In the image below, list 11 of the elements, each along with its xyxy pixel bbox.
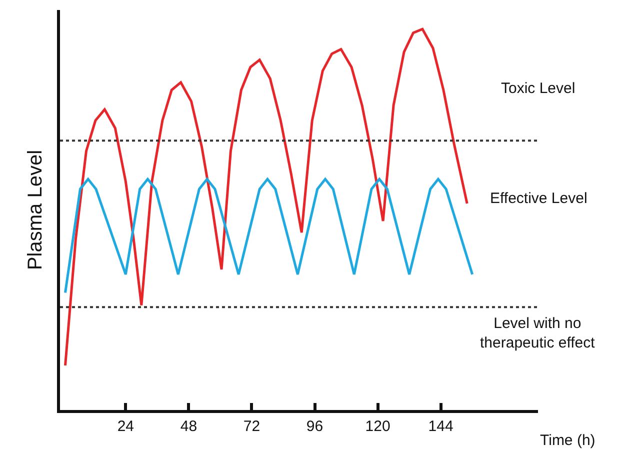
x-tick-label: 144 (428, 418, 454, 435)
y-axis-title: Plasma Level (24, 150, 46, 270)
x-tick-label: 24 (117, 418, 134, 435)
x-axis-title: Time (h) (540, 432, 596, 449)
x-tick-label: 72 (243, 418, 260, 435)
annotation: Toxic Level (501, 80, 576, 97)
annotation: Level with no therapeutic effect (480, 315, 596, 352)
x-tick-label: 96 (306, 418, 324, 435)
annotation: Effective Level (490, 190, 588, 207)
x-tick-label: 48 (180, 418, 198, 435)
x-tick-label: 120 (365, 418, 390, 435)
